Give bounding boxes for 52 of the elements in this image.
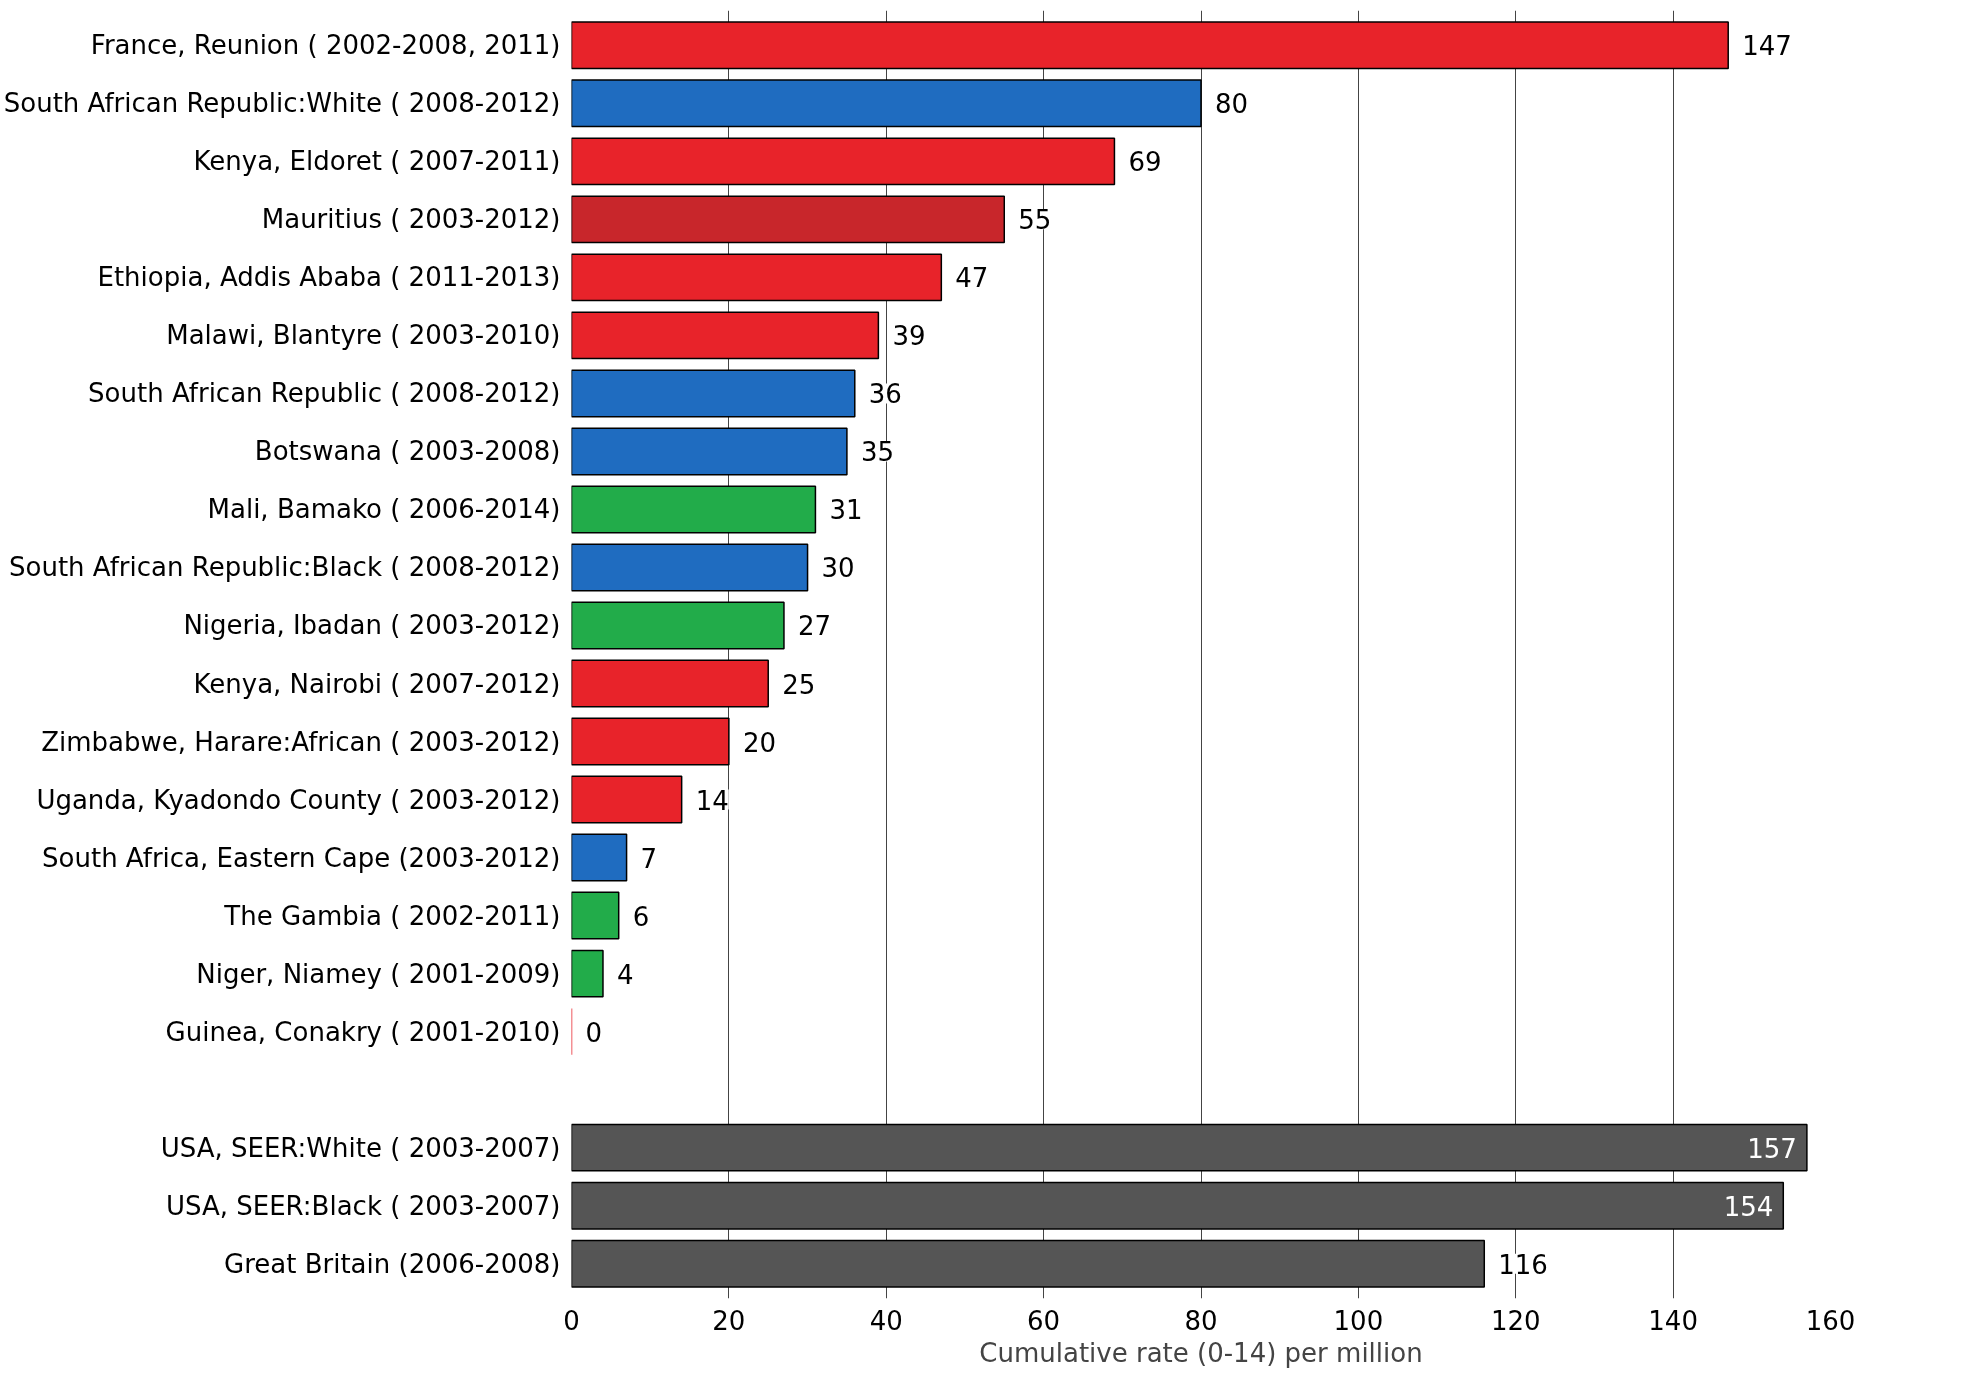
data-label: 47 — [955, 263, 989, 294]
y-tick-label: South African Republic:Black ( 2008-2012) — [9, 552, 561, 583]
x-tick-label: 40 — [869, 1305, 903, 1336]
y-tick-label: South African Republic:White ( 2008-2012) — [3, 88, 561, 119]
data-label: 27 — [797, 611, 832, 642]
data-label: 80 — [1215, 89, 1249, 120]
y-tick-label: Kenya, Eldoret ( 2007-2011) — [193, 146, 561, 177]
x-tick-label: 160 — [1805, 1305, 1856, 1336]
x-tick-label: 140 — [1648, 1305, 1698, 1336]
data-label: 157 — [1747, 1133, 1797, 1164]
x-tick-label: 80 — [1184, 1305, 1218, 1336]
y-tick-label: Mali, Bamako ( 2006-2014) — [207, 494, 561, 525]
data-label: 6 — [632, 901, 650, 932]
x-tick-label: 100 — [1333, 1305, 1384, 1336]
y-tick-label: Guinea, Conakry ( 2001-2010) — [165, 1016, 561, 1047]
data-label: 69 — [1128, 147, 1162, 178]
data-label: 0 — [585, 1017, 603, 1048]
data-label: 25 — [782, 669, 816, 700]
y-tick-label: The Gambia ( 2002-2011) — [223, 900, 561, 931]
y-tick-label: Zimbabwe, Harare:African ( 2003-2012) — [41, 726, 561, 757]
y-tick-label: Mauritius ( 2003-2012) — [261, 204, 561, 235]
data-label: 14 — [695, 785, 729, 816]
x-tick-label: 120 — [1490, 1305, 1541, 1336]
y-tick-label: USA, SEER:White ( 2003-2007) — [160, 1132, 561, 1163]
data-label: 36 — [868, 379, 902, 410]
data-label: 20 — [742, 727, 776, 758]
y-tick-label: Great Britain (2006-2008) — [224, 1248, 561, 1279]
y-tick-label: Malawi, Blantyre ( 2003-2010) — [166, 320, 561, 351]
data-label: 31 — [829, 495, 863, 526]
y-tick-label: Niger, Niamey ( 2001-2009) — [196, 958, 561, 989]
data-label: 30 — [821, 553, 855, 584]
y-tick-label: South Africa, Eastern Cape (2003-2012) — [42, 842, 561, 873]
y-tick-label: Uganda, Kyadondo County ( 2003-2012) — [36, 784, 561, 815]
data-label: 116 — [1498, 1249, 1548, 1280]
x-tick-label: 0 — [563, 1305, 580, 1336]
data-label: 154 — [1723, 1191, 1774, 1222]
y-tick-label: South African Republic ( 2008-2012) — [88, 378, 561, 409]
y-tick-label: Nigeria, Ibadan ( 2003-2012) — [183, 610, 561, 641]
data-label: 147 — [1742, 31, 1792, 62]
data-label: 55 — [1018, 205, 1052, 236]
y-tick-label: Kenya, Nairobi ( 2007-2012) — [193, 668, 561, 699]
x-tick-label: 60 — [1027, 1305, 1061, 1336]
x-tick-label: 20 — [712, 1305, 746, 1336]
data-label: 35 — [860, 437, 894, 468]
y-tick-label: Botswana ( 2003-2008) — [254, 436, 561, 467]
data-label: 39 — [892, 321, 926, 352]
y-tick-label: Ethiopia, Addis Ababa ( 2011-2013) — [97, 262, 561, 293]
y-tick-label: France, Reunion ( 2002-2008, 2011) — [90, 30, 561, 61]
data-label: 4 — [616, 959, 634, 990]
x-axis-title: Cumulative rate (0-14) per million — [979, 1337, 1423, 1368]
data-label: 7 — [640, 843, 658, 874]
y-tick-label: USA, SEER:Black ( 2003-2007) — [165, 1190, 561, 1221]
